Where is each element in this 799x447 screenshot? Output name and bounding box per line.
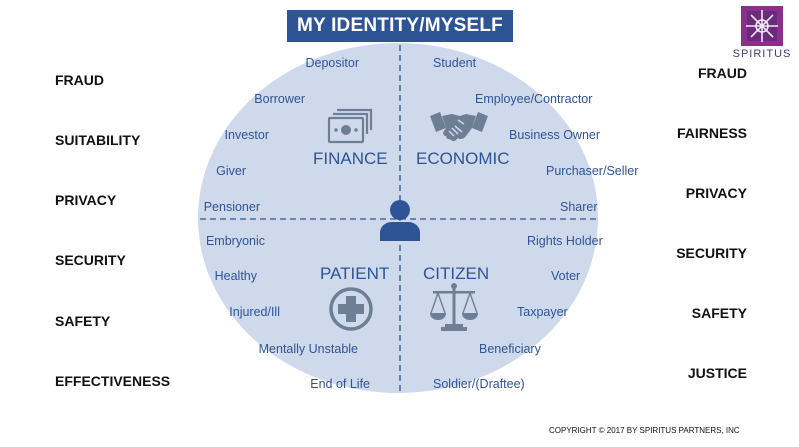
right-label-privacy: PRIVACY [685,185,747,201]
quadrant-economic-label: ECONOMIC [416,149,510,168]
role-soldier-draftee: Soldier/(Draftee) [433,377,525,391]
quadrant-citizen-label: CITIZEN [423,264,490,283]
money-bill-icon [327,108,373,144]
page-title: MY IDENTITY/MYSELF [287,10,513,42]
role-business-owner: Business Owner [509,128,601,142]
role-pensioner: Pensioner [203,200,260,214]
role-beneficiary: Beneficiary [479,342,541,356]
role-rights-holder: Rights Holder [527,234,603,248]
right-label-fairness: FAIRNESS [676,125,747,141]
role-investor: Investor [224,128,269,142]
copyright-notice: COPYRIGHT © 2017 BY SPIRITUS PARTNERS, I… [549,426,740,435]
right-label-justice: JUSTICE [687,365,747,381]
medical-cross-icon [329,287,373,331]
logo-text: SPIRITUS [732,48,792,60]
role-depositor: Depositor [305,56,360,70]
role-voter: Voter [551,269,581,283]
left-label-fraud: FRAUD [55,72,104,88]
role-embryonic: Embryonic [205,234,265,248]
role-taxpayer: Taxpayer [517,305,568,319]
left-label-security: SECURITY [55,252,126,268]
handshake-icon [430,112,488,142]
scales-of-justice-icon [430,283,478,331]
role-employee-contractor: Employee/Contractor [475,92,593,106]
right-label-fraud: FRAUD [698,65,747,81]
role-injured-ill: Injured/Ill [229,305,280,319]
person-icon [380,200,420,241]
left-label-privacy: PRIVACY [55,192,117,208]
role-mentally-unstable: Mentally Unstable [258,342,358,356]
role-purchaser-seller: Purchaser/Seller [546,164,639,178]
left-label-suitability: SUITABILITY [55,132,141,148]
left-label-effectiveness: EFFECTIVENESS [55,373,171,389]
right-label-safety: SAFETY [691,305,747,321]
role-giver: Giver [216,164,246,178]
role-borrower: Borrower [254,92,305,106]
quadrant-finance-label: FINANCE [313,149,388,168]
role-sharer: Sharer [560,200,598,214]
quadrant-patient-label: PATIENT [320,264,390,283]
spiritus-logo-icon [741,6,783,46]
role-end-of-life: End of Life [310,377,370,391]
left-label-safety: SAFETY [55,313,111,329]
right-label-security: SECURITY [676,245,747,261]
role-healthy: Healthy [214,269,257,283]
role-student: Student [433,56,477,70]
